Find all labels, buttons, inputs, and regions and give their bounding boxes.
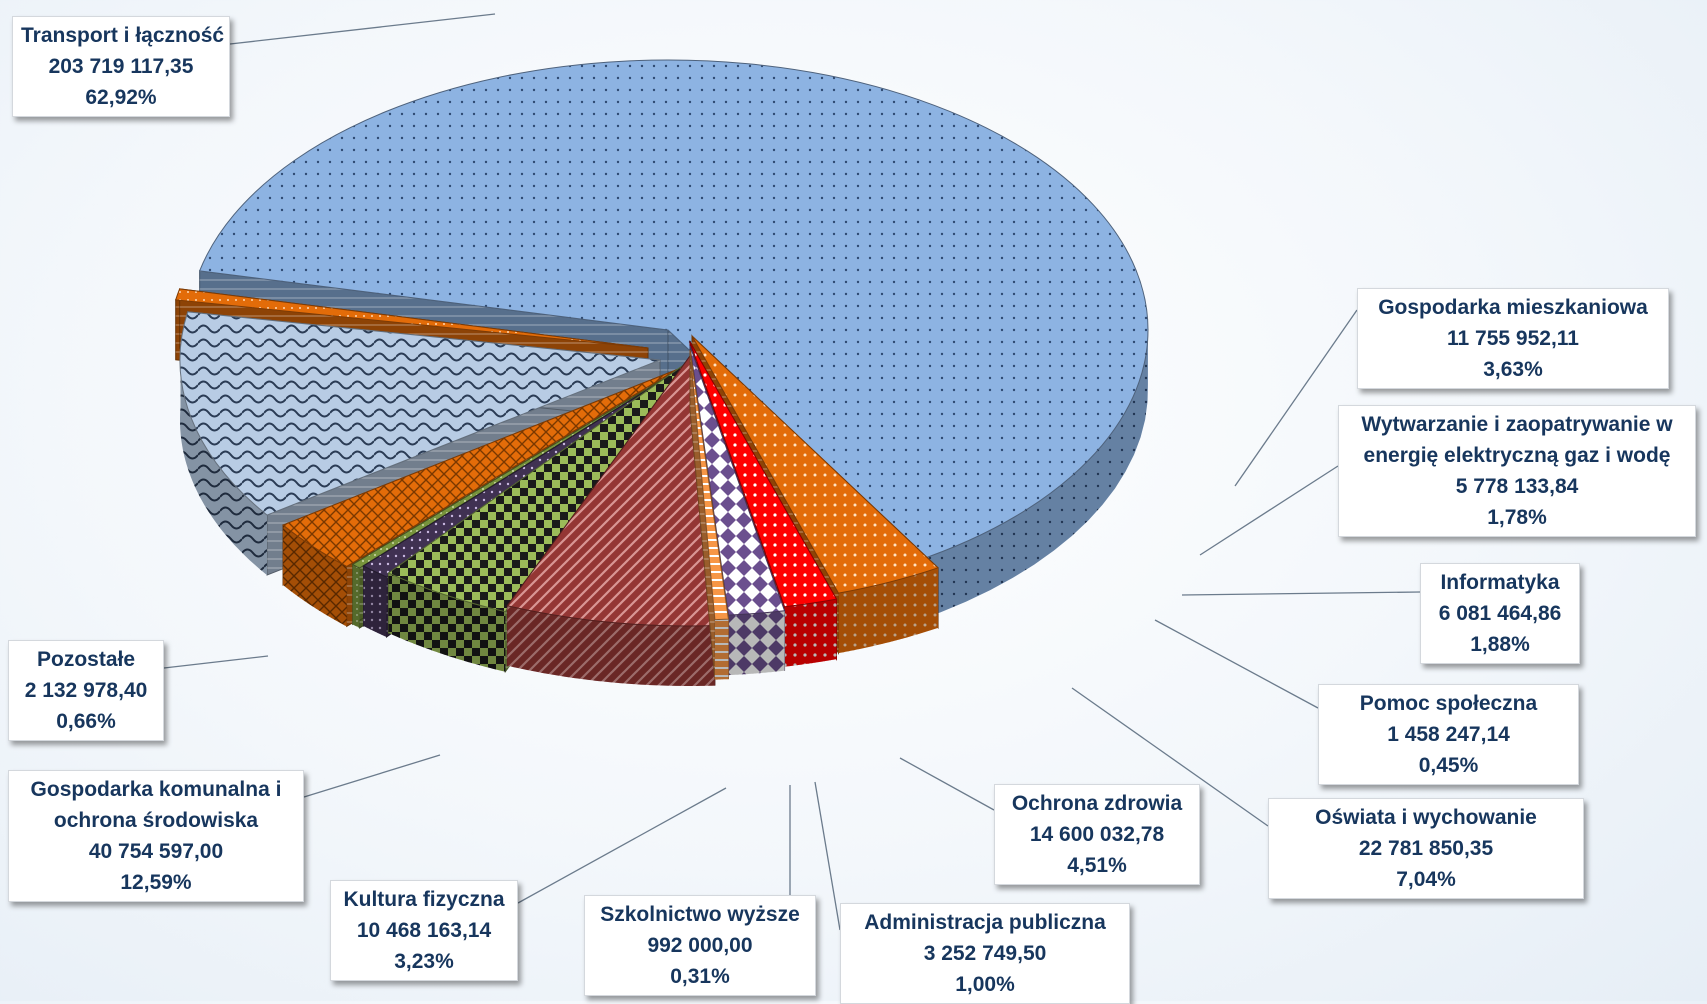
pie-slice-top-9 [282,369,677,567]
data-label-2: Wytwarzanie i zaopatrywanie w energię ele… [1338,405,1696,537]
pie-slice-top-3 [689,345,786,616]
pie-slice-rim-10 [180,347,267,576]
pie-slice-10 [179,311,661,576]
leader-line-0 [229,13,496,45]
pie-slice-rim-3 [728,610,785,676]
data-label-8-line-1: 992 000,00 [647,934,753,957]
pie-slice-rim-2 [784,599,837,667]
data-label-6-line-2: 4,51% [1067,854,1127,877]
pie-slice-top-11 [175,288,649,349]
data-label-4-line-2: 0,45% [1418,754,1479,777]
data-label-9-line-0: Kultura fizyczna [343,888,505,911]
data-label-2-line-1: energię elektryczną gaz i wodę [1363,444,1671,467]
data-label-5: Oświata i wychowanie 22 781 850,35 7,04% [1268,798,1584,899]
pie-slice-rim-shade-2 [784,599,837,667]
data-label-1-line-2: 3,63% [1483,358,1543,381]
pie-slice-top-0 [198,59,1149,563]
data-label-8-line-2: 0,31% [670,965,730,988]
pie-slice-top-5 [506,354,716,627]
data-label-1: Gospodarka mieszkaniowa 11 755 952,11 3,63… [1357,288,1669,389]
pie-slice-top-8 [351,367,683,569]
data-label-6-line-0: Ochrona zdrowia [1011,792,1183,815]
leader-line-10 [303,754,441,798]
data-label-3-line-1: 6 081 464,86 [1438,602,1562,625]
data-label-11-line-0: Pozostałe [36,648,136,671]
pie-slice-top-10 [179,311,661,516]
pie-slice-side-stripe-4-1 [690,350,715,680]
leader-line-11 [163,655,269,669]
leader-line-1 [1234,309,1358,487]
leader-line-6 [899,757,995,811]
pie-slice-top-7 [362,365,687,578]
data-label-5-line-1: 22 781 850,35 [1358,837,1494,860]
data-label-0: Transport i łączność 203 719 117,35 62,92% [12,16,230,117]
data-label-7: Administracja publiczna 3 252 749,50 1,00% [840,903,1130,1004]
leader-line-3 [1181,591,1421,596]
pie-slice-rim-shade-1 [838,567,938,654]
data-label-11-line-1: 2 132 978,40 [24,679,148,702]
data-label-10-line-2: 40 754 597,00 [88,840,224,863]
pie-slice-rim-shade-8 [352,564,360,628]
pie-slice-top-6 [387,361,689,613]
pie-slice-top-2 [689,341,838,608]
leader-line-5 [1071,687,1269,827]
pie-slice-4 [689,349,730,680]
pie-slice-rim-shade-3 [728,610,785,676]
data-label-8: Szkolnictwo wyższe 992 000,00 0,31% [584,895,816,996]
data-label-0-line-1: 203 719 117,35 [48,55,194,78]
pie-slice-rim-shade-0 [914,324,1148,622]
leader-line-4 [1154,619,1319,709]
data-label-1-line-1: 11 755 952,11 [1447,327,1579,350]
pie-slice-rim-9 [283,525,347,627]
data-label-2-line-3: 1,78% [1487,506,1547,529]
pie-slice-rim-4 [714,619,729,680]
data-label-8-line-0: Szkolnictwo wyższe [600,903,800,926]
data-label-11: Pozostałe 2 132 978,40 0,66% [8,640,164,741]
pie-slice-rim-shade-9 [283,525,347,627]
data-label-2-line-2: 5 778 133,84 [1455,475,1579,498]
data-label-0-line-0: Transport i łączność [21,24,225,47]
data-label-9-line-2: 3,23% [394,950,454,973]
data-label-5-line-2: 7,04% [1396,868,1456,891]
data-label-3: Informatyka 6 081 464,86 1,88% [1420,563,1580,664]
data-label-4: Pomoc społeczna 1 458 247,14 0,45% [1318,684,1579,785]
data-label-10: Gospodarka komunalna i ochrona środowiska… [8,770,304,902]
data-label-11-line-2: 0,66% [56,710,116,733]
data-label-5-line-0: Oświata i wychowanie [1315,806,1537,829]
pie-slice-rim-6 [388,573,506,672]
leader-line-7 [814,781,841,931]
pie-slice-rim-0 [914,324,1148,622]
data-label-2-line-0: Wytwarzanie i zaopatrywanie w [1361,413,1673,436]
pie-slice-rim-1 [838,567,938,654]
data-label-4-line-1: 1 458 247,14 [1387,723,1510,746]
data-label-3-line-2: 1,88% [1470,633,1530,656]
pie-slice-top-4 [689,349,730,621]
pie-slice-rim-8 [352,564,360,628]
data-label-3-line-0: Informatyka [1440,571,1560,594]
data-label-7-line-1: 3 252 749,50 [923,942,1047,965]
leader-line-9 [517,787,727,904]
data-label-9-line-1: 10 468 163,14 [356,919,492,942]
data-label-9: Kultura fizyczna 10 468 163,14 3,23% [330,880,518,981]
pie-slice-rim-7 [363,566,387,637]
pie-slice-rim-shade-10 [180,347,267,576]
data-label-10-line-1: ochrona środowiska [53,809,259,832]
leader-line-2 [1199,465,1339,556]
data-label-10-line-3: 12,59% [120,871,192,894]
data-label-4-line-0: Pomoc społeczna [1359,692,1538,715]
data-label-1-line-0: Gospodarka mieszkaniowa [1378,296,1648,319]
data-label-7-line-0: Administracja publiczna [864,911,1106,934]
data-label-6: Ochrona zdrowia 14 600 032,78 4,51% [994,784,1200,885]
data-label-6-line-1: 14 600 032,78 [1029,823,1165,846]
data-label-10-line-0: Gospodarka komunalna i [30,778,282,801]
pie-slice-rim-shade-6 [388,573,506,672]
pie-slice-top-1 [691,335,939,594]
pie-slice-rim-shade-7 [363,566,387,637]
pie-slice-rim-shade-4 [714,619,729,680]
data-label-0-line-2: 62,92% [85,86,157,109]
data-label-7-line-2: 1,00% [955,973,1015,996]
